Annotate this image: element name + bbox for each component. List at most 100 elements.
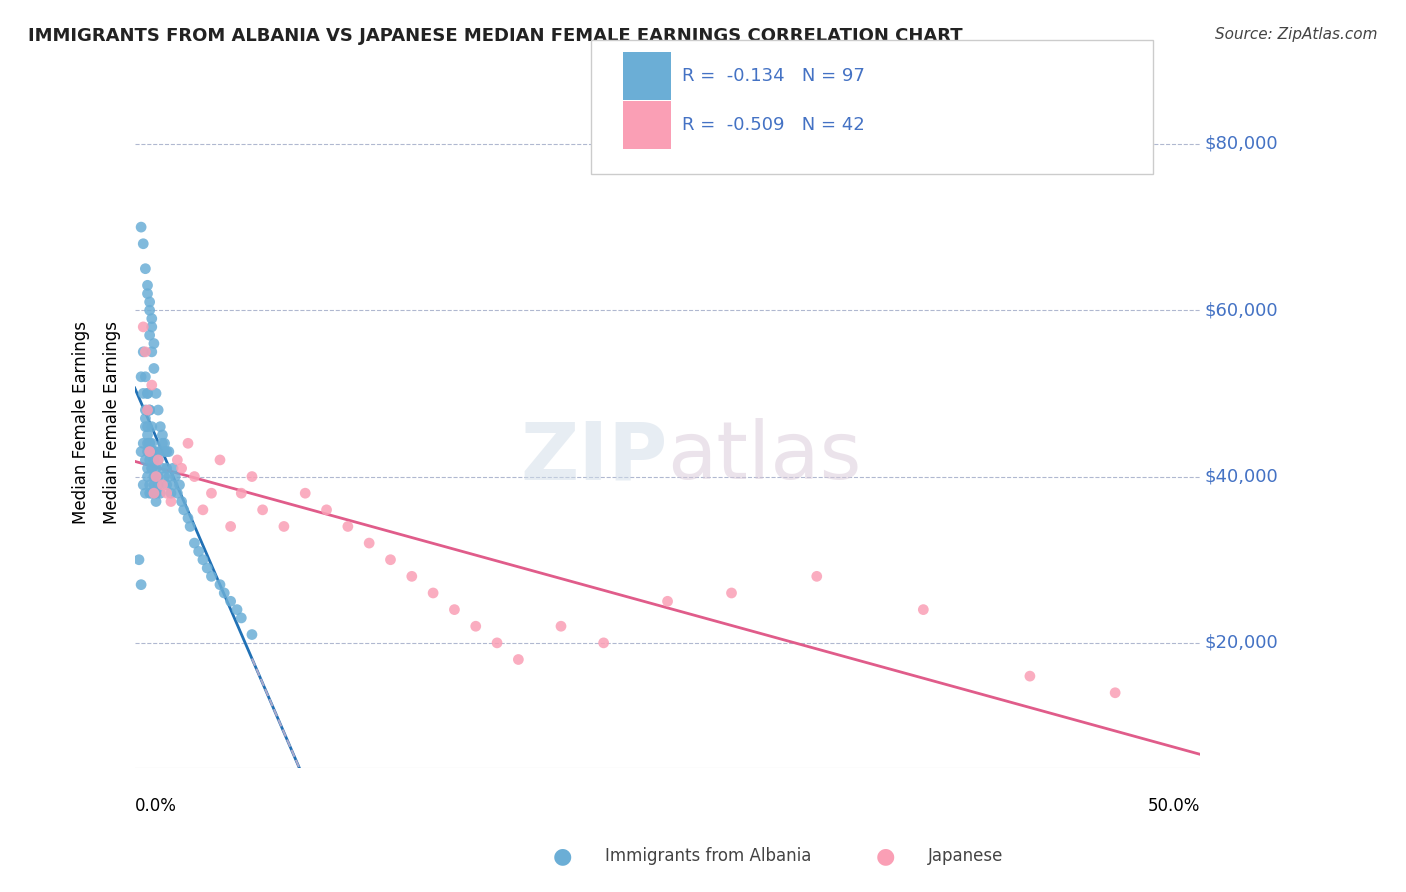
Point — [359, 536, 381, 550]
Point — [160, 486, 183, 500]
Text: Source: ZipAtlas.com: Source: ZipAtlas.com — [1215, 27, 1378, 42]
Point — [132, 478, 155, 492]
Point — [336, 519, 359, 533]
Point — [132, 344, 155, 359]
Point — [136, 428, 159, 442]
Text: 0.0%: 0.0% — [135, 797, 177, 814]
Point — [273, 519, 295, 533]
Y-axis label: Median Female Earnings: Median Female Earnings — [103, 321, 121, 524]
Point — [136, 386, 159, 401]
Point — [162, 478, 184, 492]
Point — [141, 486, 163, 500]
Point — [129, 444, 152, 458]
Point — [146, 403, 169, 417]
Point — [486, 636, 509, 650]
Text: Median Female Earnings: Median Female Earnings — [73, 321, 90, 524]
Point — [136, 278, 159, 293]
Point — [183, 536, 205, 550]
Point — [138, 403, 160, 417]
Point — [128, 552, 150, 566]
Point — [146, 478, 169, 492]
Point — [129, 220, 152, 235]
Point — [219, 519, 242, 533]
Point — [132, 386, 155, 401]
Point — [142, 336, 165, 351]
Point — [149, 486, 172, 500]
Point — [160, 494, 183, 508]
Point — [142, 453, 165, 467]
Point — [550, 619, 572, 633]
Text: atlas: atlas — [668, 418, 862, 496]
Point — [138, 478, 160, 492]
Point — [145, 386, 167, 401]
Point — [138, 403, 160, 417]
Point — [252, 503, 274, 517]
Point — [134, 411, 156, 425]
Point — [136, 436, 159, 450]
Point — [145, 444, 167, 458]
Point — [380, 552, 402, 566]
Text: Japanese: Japanese — [928, 847, 1004, 865]
Point — [136, 461, 159, 475]
Point — [153, 469, 176, 483]
Point — [464, 619, 486, 633]
Point — [912, 602, 935, 616]
Point — [138, 295, 160, 310]
Point — [443, 602, 465, 616]
Point — [134, 486, 156, 500]
Point — [231, 486, 253, 500]
Point — [401, 569, 423, 583]
Point — [508, 652, 530, 666]
Point — [162, 461, 184, 475]
Point — [141, 378, 163, 392]
Point — [191, 552, 214, 566]
Point — [145, 494, 167, 508]
Point — [157, 444, 180, 458]
Text: R =  -0.134   N = 97: R = -0.134 N = 97 — [682, 67, 865, 85]
Point — [177, 511, 200, 525]
Point — [138, 453, 160, 467]
Text: $60,000: $60,000 — [1205, 301, 1278, 319]
Point — [152, 478, 174, 492]
Point — [240, 469, 263, 483]
Point — [231, 611, 253, 625]
Point — [141, 444, 163, 458]
Point — [146, 453, 169, 467]
Point — [136, 444, 159, 458]
Point — [138, 436, 160, 450]
Point — [142, 478, 165, 492]
Point — [136, 403, 159, 417]
Point — [134, 419, 156, 434]
Point — [208, 453, 231, 467]
Point — [200, 486, 222, 500]
Point — [129, 369, 152, 384]
Text: $80,000: $80,000 — [1205, 135, 1278, 153]
Point — [153, 436, 176, 450]
Point — [1019, 669, 1042, 683]
Point — [149, 419, 172, 434]
Point — [142, 486, 165, 500]
Point — [136, 469, 159, 483]
Text: Immigrants from Albania: Immigrants from Albania — [605, 847, 811, 865]
Point — [226, 602, 249, 616]
Point — [129, 577, 152, 591]
Point — [146, 469, 169, 483]
Point — [170, 461, 193, 475]
Point — [592, 636, 614, 650]
Point — [240, 627, 263, 641]
Point — [170, 494, 193, 508]
Point — [187, 544, 209, 558]
Point — [134, 403, 156, 417]
Point — [132, 436, 155, 450]
Point — [141, 461, 163, 475]
Point — [141, 436, 163, 450]
Point — [212, 586, 235, 600]
Point — [315, 503, 337, 517]
Text: ZIP: ZIP — [520, 418, 668, 496]
Point — [657, 594, 679, 608]
Point — [156, 486, 179, 500]
Text: ●: ● — [553, 847, 572, 866]
Point — [165, 469, 187, 483]
Point — [134, 261, 156, 276]
Point — [156, 478, 179, 492]
